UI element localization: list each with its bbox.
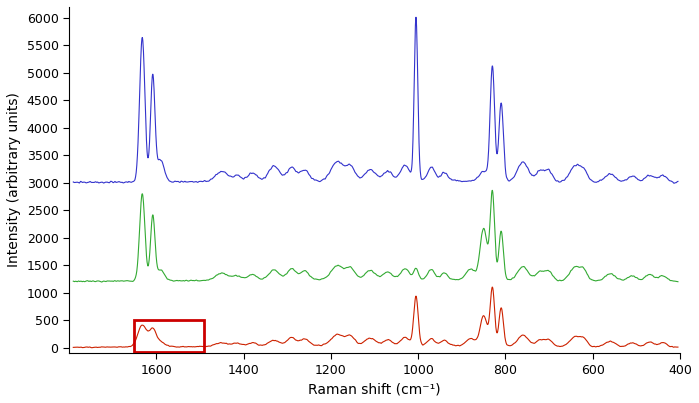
Y-axis label: Intensity (arbitrary units): Intensity (arbitrary units) [7,93,21,268]
X-axis label: Raman shift (cm⁻¹): Raman shift (cm⁻¹) [308,382,441,396]
Bar [134,320,204,352]
